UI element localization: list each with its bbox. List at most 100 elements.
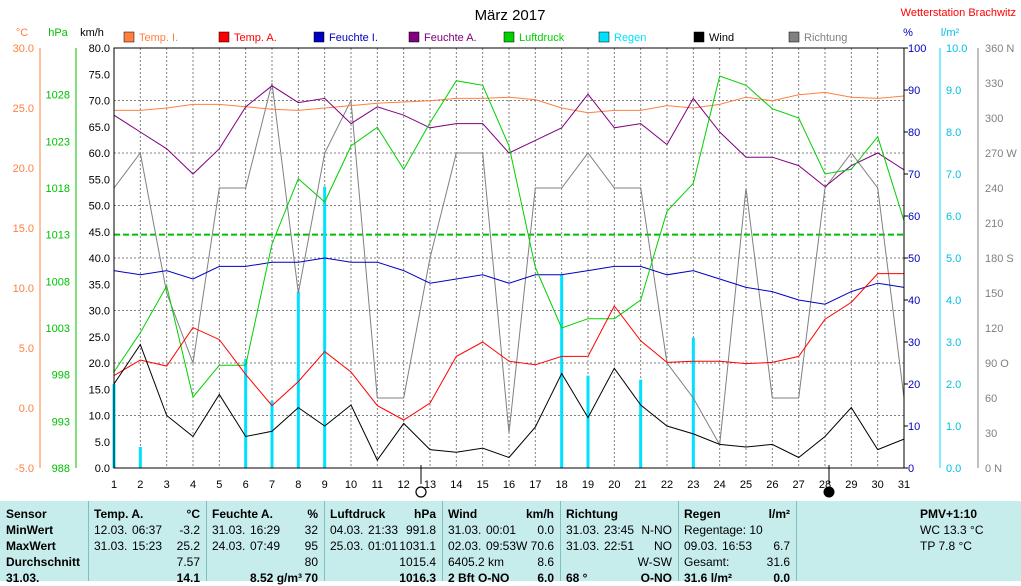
richtung-row-0-date: 31.03. [566,523,600,537]
press-tick: 1028 [46,90,70,102]
feuchte-header: Feuchte A. [212,507,273,521]
wind-tick: 50.0 [89,201,110,213]
druck-row-2-value: 1015.4 [399,555,436,569]
feuchte-row-3-value: 70 [304,571,318,585]
day-tick: 23 [687,479,699,491]
legend-swatch-1 [218,31,230,43]
druck-row-1-date: 25.03. [330,539,364,553]
hum-tick: 40 [908,295,920,307]
temp-row-0-time: 06:37 [132,523,163,537]
wind-row-1-value: W 70.6 [515,539,554,553]
druck-row-3-value: 1016.3 [399,571,436,585]
day-tick: 22 [661,479,673,491]
pmv-header: PMV+1:10 [920,507,978,521]
series-line-luftdruck [113,75,905,399]
rain-tick: 7.0 [946,169,961,181]
wind-unit: km/h [525,507,554,521]
legend-swatch-2 [313,31,325,43]
legend-label-6: Wind [709,32,734,44]
day-tick: 25 [740,479,752,491]
legend-swatch-5 [598,31,610,43]
temp-unit: °C [16,27,28,39]
pmv-column: PMV+1:10 WC 13.3 °C TP 7.8 °C [796,501,1021,581]
dir-tick: 360 N [985,43,1014,55]
pmv-dewpoint: TP 7.8 °C [920,539,972,553]
day-tick: 5 [216,479,222,491]
temp-row-1-value: 25.2 [176,539,200,553]
feuchte-row-0-date: 31.03. [212,523,246,537]
press-tick: 998 [52,370,70,382]
richtung-row-3-date: 68 ° [566,571,588,585]
temp-tick: 5.0 [19,343,34,355]
series-line-feuchte-i- [113,257,905,305]
rain-tick: 8.0 [946,127,961,139]
series-line-temp-a- [113,273,904,421]
day-tick: 13 [424,479,436,491]
wind-row-1-date: 02.03. [448,539,482,553]
sensor-header: Sensor [6,507,47,521]
wind-tick: 55.0 [89,174,110,186]
wind-tick: 60.0 [89,148,110,160]
wind-tick: 45.0 [89,227,110,239]
day-tick: 15 [477,479,489,491]
rain-tick: 4.0 [946,295,961,307]
day-tick: 17 [529,479,541,491]
rain-tick: 9.0 [946,85,961,97]
temp-tick: 10.0 [13,283,34,295]
temp-tick: 25.0 [13,103,34,115]
day-tick: 14 [450,479,462,491]
temp-tick: 15.0 [13,223,34,235]
dir-tick: 150 [985,288,1003,300]
wind-tick: 65.0 [89,122,110,134]
regen-row-1-value: 6.7 [773,539,790,553]
dir-tick: 210 [985,218,1003,230]
day-tick: 26 [766,479,778,491]
hum-tick: 90 [908,85,920,97]
rain-tick: 6.0 [946,211,961,223]
temp-header: Temp. A. [94,507,144,521]
day-tick: 11 [372,479,383,491]
temp-tick: 30.0 [13,43,34,55]
hum-tick: 0 [908,463,914,475]
wind-row-2-value: 8.6 [537,555,554,569]
weather-chart: März 2017 Wetterstation Brachwitz °C hPa… [13,7,1017,498]
row-label-min: MinWert [6,523,54,537]
press-tick: 988 [52,463,70,475]
wind-tick: 80.0 [89,43,110,55]
regen-row-2-date: Gesamt: [684,555,730,569]
rain-tick: 0.0 [946,463,961,475]
day-tick: 20 [608,479,620,491]
temp-row-1-time: 15:23 [132,539,163,553]
wind-tick: 30.0 [89,306,110,318]
day-tick: 27 [793,479,805,491]
temp-tick: 20.0 [13,163,34,175]
regen-row-0-date: Regentage: 10 [684,523,763,537]
temp-tick: 0.0 [19,403,34,415]
day-tick: 10 [345,479,357,491]
row-label-max: MaxWert [6,539,56,553]
temp-tick: -5.0 [15,463,34,475]
wind-column: Wind km/h 31.03. 00:01 0.0 02.03. 09:53 W 70.6 6… [442,501,560,585]
richtung-row-3-value: O-NO [640,571,672,585]
rain-tick: 10.0 [946,43,967,55]
hum-tick: 20 [908,379,920,391]
legend-label-1: Temp. A. [234,32,277,44]
legend-label-5: Regen [614,32,646,44]
series-lines [113,75,905,462]
direction-column: Richtung 31.03. 23:45 N-NO 31.03. 22:51 NO W-SW… [560,501,678,585]
day-tick: 2 [137,479,143,491]
wind-tick: 5.0 [95,437,110,449]
richtung-row-0-value: N-NO [641,523,672,537]
druck-row-1-value: 1031.1 [399,539,436,553]
press-tick: 1013 [46,230,70,242]
dir-tick: 30 [985,428,997,440]
regen-row-3-value: 0.0 [773,571,790,585]
dir-tick: 0 N [985,463,1002,475]
feuchte-row-3-time: 8.52 g/m³ [250,571,303,585]
temp-row-0-value: -3.2 [179,523,200,537]
legend-label-3: Feuchte A. [424,32,477,44]
row-label-date: 31.03. [6,571,40,585]
druck-row-0-time: 21:33 [368,523,399,537]
day-tick: 8 [295,479,301,491]
day-tick: 19 [582,479,594,491]
